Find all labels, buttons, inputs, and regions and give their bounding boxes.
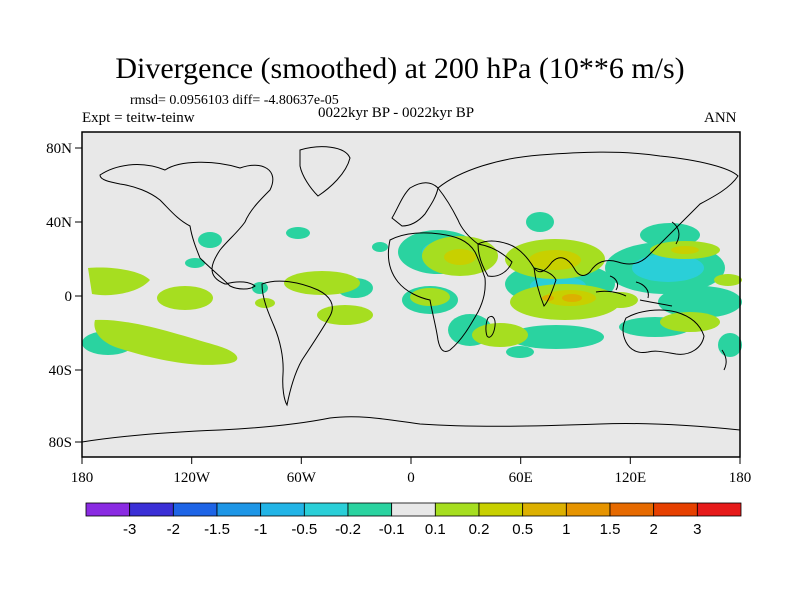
x-tick-label: 60W <box>287 470 317 486</box>
colorbar-label: -3 <box>123 521 136 538</box>
colorbar-swatch <box>172 502 218 517</box>
colorbar-label: 0.1 <box>425 521 446 538</box>
strong-positive-regions <box>542 294 582 302</box>
axis-ticks <box>75 147 741 464</box>
colorbar-swatch <box>391 502 436 517</box>
plot-title: Divergence (smoothed) at 200 hPa (10**6 … <box>115 52 685 85</box>
colorbar-swatch <box>653 502 698 517</box>
colorbar-swatch <box>696 502 742 517</box>
colorbar-swatch <box>565 502 611 517</box>
colorbar-label: 0.2 <box>469 521 490 538</box>
colorbar-swatch <box>129 502 174 517</box>
experiment-label: Expt = teitw-teinw <box>82 110 195 126</box>
colorbar-swatch <box>347 502 393 517</box>
colorbar-label: -0.2 <box>335 521 361 538</box>
colorbar <box>85 502 742 517</box>
y-tick-label: 0 <box>65 289 73 305</box>
y-tick-label: 80S <box>49 435 72 451</box>
x-tick-label: 180 <box>71 470 94 486</box>
colorbar-label: -2 <box>167 521 180 538</box>
colorbar-label: 2 <box>649 521 657 538</box>
colorbar-label: -0.1 <box>379 521 405 538</box>
y-tick-label: 40S <box>49 363 72 379</box>
colorbar-label: -0.5 <box>291 521 317 538</box>
season-label: ANN <box>704 110 737 126</box>
colorbar-label: -1.5 <box>204 521 230 538</box>
colorbar-label: 3 <box>693 521 701 538</box>
x-tick-label: 180 <box>729 470 752 486</box>
stats-label: rmsd= 0.0956103 diff= -4.80637e-05 <box>130 93 339 108</box>
colorbar-label: 1.5 <box>600 521 621 538</box>
x-tick-label: 120W <box>173 470 211 486</box>
colorbar-swatch <box>434 502 480 517</box>
y-tick-label: 40N <box>46 215 72 231</box>
colorbar-swatch <box>216 502 262 517</box>
coastlines <box>81 146 741 443</box>
x-tick-label: 60E <box>509 470 533 486</box>
colorbar-label: 1 <box>562 521 570 538</box>
colorbar-swatch <box>522 502 567 517</box>
colorbar-swatch <box>260 502 305 517</box>
colorbar-swatch <box>478 502 524 517</box>
x-tick-label: 120E <box>614 470 646 486</box>
period-label: 0022kyr BP - 0022kyr BP <box>318 105 475 121</box>
colorbar-swatch <box>609 502 655 517</box>
colorbar-swatch <box>85 502 131 517</box>
colorbar-swatch <box>303 502 349 517</box>
colorbar-label: -1 <box>254 521 267 538</box>
colorbar-labels: -3 -2 -1.5 -1 -0.5 -0.2 -0.1 0.1 0.2 0.5… <box>123 521 702 538</box>
colorbar-label: 0.5 <box>512 521 533 538</box>
x-tick-label: 0 <box>407 470 415 486</box>
y-tick-label: 80N <box>46 141 72 157</box>
